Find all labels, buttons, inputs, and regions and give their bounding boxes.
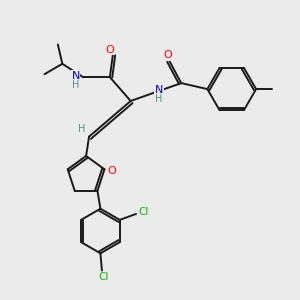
Text: O: O [106, 44, 114, 55]
Text: H: H [72, 80, 80, 90]
Text: O: O [164, 50, 172, 61]
Text: N: N [71, 71, 80, 81]
Text: N: N [155, 85, 163, 95]
Text: Cl: Cl [98, 272, 109, 282]
Text: H: H [78, 124, 85, 134]
Text: O: O [107, 166, 116, 176]
Text: H: H [155, 94, 163, 103]
Text: Cl: Cl [138, 207, 149, 218]
